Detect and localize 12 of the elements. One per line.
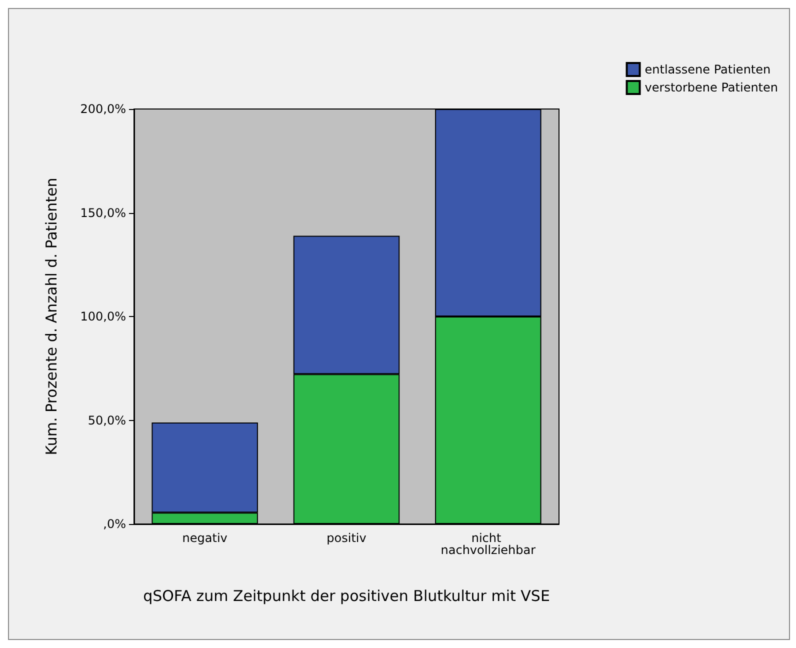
y-tick-label: 150,0% — [80, 206, 126, 220]
legend-label: entlassene Patienten — [644, 62, 771, 76]
legend-label: verstorbene Patienten — [644, 80, 778, 94]
y-axis-title: Kum. Prozente d. Anzahl d. Patienten — [42, 178, 60, 456]
x-tick-label: nicht nachvollziehbar — [440, 531, 536, 557]
y-tick-label: 50,0% — [88, 413, 126, 428]
y-tick-label: ,0% — [103, 517, 126, 531]
x-axis-title: qSOFA zum Zeitpunkt der positiven Blutkultur mit VSE — [143, 587, 550, 605]
x-tick-label: negativ — [182, 531, 228, 545]
y-tick-label: 100,0% — [80, 310, 126, 324]
y-tick-label: 200,0% — [80, 102, 126, 116]
x-tick-label: positiv — [326, 531, 366, 545]
